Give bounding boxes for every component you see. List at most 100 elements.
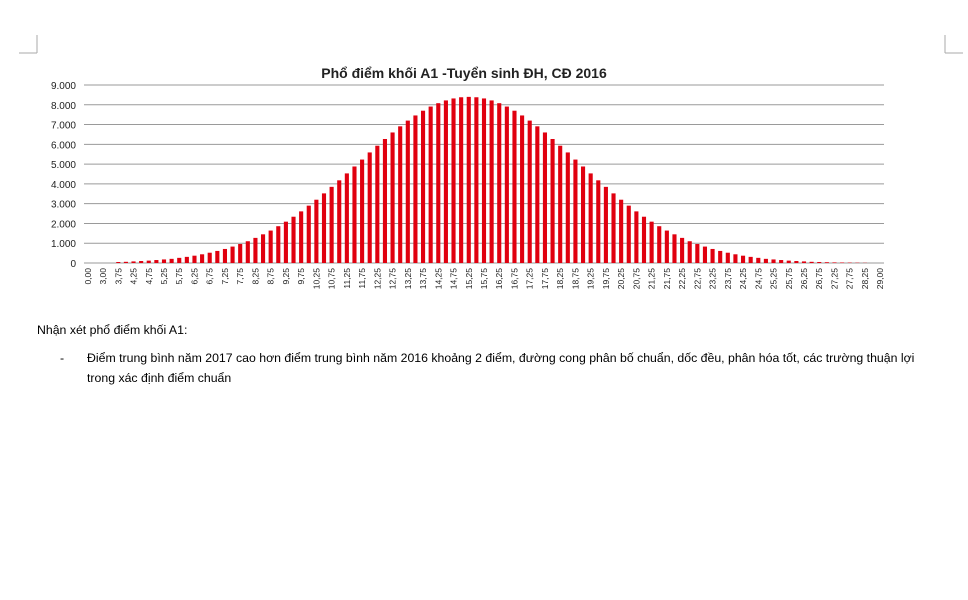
x-tick-label: 7,25 bbox=[220, 268, 230, 285]
bar bbox=[116, 262, 121, 263]
margin-mark bbox=[944, 35, 963, 54]
x-tick-label: 8,75 bbox=[266, 268, 276, 285]
bullet-text: Điểm trung bình năm 2017 cao hơn điểm tr… bbox=[87, 351, 915, 385]
bar bbox=[733, 254, 738, 263]
x-tick-label: 14,75 bbox=[449, 268, 459, 290]
x-tick-label: 14,25 bbox=[433, 268, 443, 290]
bar bbox=[321, 193, 327, 263]
x-tick-label: 29,00 bbox=[875, 268, 885, 290]
bar bbox=[558, 145, 563, 263]
x-tick-label: 13,25 bbox=[403, 268, 413, 290]
bar bbox=[527, 120, 532, 263]
x-tick-label: 23,25 bbox=[708, 268, 718, 290]
bar bbox=[390, 132, 395, 263]
bar bbox=[230, 246, 235, 263]
bar bbox=[436, 103, 441, 263]
x-tick-label: 16,75 bbox=[509, 268, 519, 290]
bar bbox=[367, 152, 372, 263]
x-tick-label: 18,75 bbox=[570, 268, 580, 290]
x-tick-label: 19,25 bbox=[586, 268, 596, 290]
bar bbox=[382, 138, 388, 263]
x-tick-label: 19,75 bbox=[601, 268, 611, 290]
bar bbox=[215, 250, 220, 263]
bar bbox=[245, 241, 250, 263]
bar bbox=[329, 186, 334, 263]
bar bbox=[687, 241, 692, 263]
x-tick-label: 22,25 bbox=[677, 268, 687, 290]
bar bbox=[200, 254, 205, 263]
x-tick-label: 27,25 bbox=[829, 268, 839, 290]
x-tick-label: 4,75 bbox=[144, 268, 154, 285]
y-tick-label: 5.000 bbox=[51, 160, 76, 171]
x-tick-label: 20,25 bbox=[616, 268, 626, 290]
y-tick-label: 9.000 bbox=[51, 81, 76, 92]
x-tick-label: 0,00 bbox=[83, 268, 93, 285]
x-tick-label: 13,75 bbox=[418, 268, 428, 290]
bar bbox=[794, 261, 799, 263]
y-tick-label: 6.000 bbox=[51, 140, 76, 151]
y-tick-label: 4.000 bbox=[51, 180, 76, 191]
x-tick-label: 17,75 bbox=[540, 268, 550, 290]
x-tick-label: 11,25 bbox=[342, 268, 352, 289]
bar bbox=[573, 159, 578, 263]
bar bbox=[222, 248, 228, 263]
y-tick-label: 3.000 bbox=[51, 200, 76, 211]
bar bbox=[291, 216, 296, 263]
bar bbox=[817, 262, 822, 263]
margin-mark bbox=[19, 35, 38, 54]
chart-title: Phổ điểm khối A1 -Tuyển sinh ĐH, CĐ 2016 bbox=[321, 65, 607, 81]
x-tick-label: 25,25 bbox=[769, 268, 779, 290]
bar bbox=[337, 180, 342, 263]
x-tick-label: 5,75 bbox=[174, 268, 184, 285]
bar bbox=[260, 234, 266, 263]
bar bbox=[253, 237, 258, 263]
x-tick-label: 4,25 bbox=[129, 268, 139, 285]
bar bbox=[154, 260, 159, 263]
bar bbox=[306, 205, 311, 263]
x-tick-label: 15,25 bbox=[464, 268, 474, 290]
x-tick-label: 26,75 bbox=[814, 268, 824, 290]
bar bbox=[596, 180, 601, 263]
bar bbox=[702, 246, 708, 263]
y-tick-label: 0 bbox=[70, 259, 76, 270]
bar bbox=[352, 166, 357, 263]
x-tick-label: 21,25 bbox=[647, 268, 657, 290]
bar bbox=[832, 262, 837, 263]
bar bbox=[481, 98, 487, 264]
bar bbox=[542, 132, 548, 263]
bar bbox=[474, 97, 479, 263]
bar bbox=[139, 261, 144, 263]
bar bbox=[580, 166, 586, 263]
x-tick-label: 22,75 bbox=[692, 268, 702, 290]
x-tick-label: 24,75 bbox=[753, 268, 763, 290]
bar bbox=[428, 106, 433, 264]
bar bbox=[146, 260, 151, 263]
bar bbox=[680, 237, 685, 263]
bar bbox=[375, 145, 380, 263]
bar bbox=[299, 211, 304, 263]
bar bbox=[718, 250, 723, 263]
x-tick-label: 6,25 bbox=[189, 268, 199, 285]
bar bbox=[497, 103, 502, 263]
bar bbox=[756, 257, 761, 263]
x-tick-label: 21,75 bbox=[662, 268, 672, 290]
bar bbox=[161, 259, 167, 263]
x-tick-label: 18,25 bbox=[555, 268, 565, 290]
bar bbox=[603, 186, 608, 263]
x-tick-label: 9,75 bbox=[296, 268, 306, 285]
y-tick-label: 8.000 bbox=[51, 101, 76, 112]
bar bbox=[268, 230, 273, 263]
bar bbox=[740, 255, 746, 263]
bar bbox=[748, 256, 753, 263]
bar bbox=[672, 234, 677, 263]
heading: Nhận xét phổ điểm khối A1: bbox=[37, 323, 188, 337]
x-tick-label: 12,25 bbox=[372, 268, 382, 290]
bar bbox=[489, 100, 494, 263]
bar bbox=[184, 256, 189, 263]
x-tick-label: 28,25 bbox=[860, 268, 870, 290]
bar bbox=[466, 96, 471, 263]
x-tick-label: 26,25 bbox=[799, 268, 809, 290]
bar bbox=[725, 252, 730, 263]
bar bbox=[626, 205, 631, 263]
bar bbox=[710, 248, 715, 263]
